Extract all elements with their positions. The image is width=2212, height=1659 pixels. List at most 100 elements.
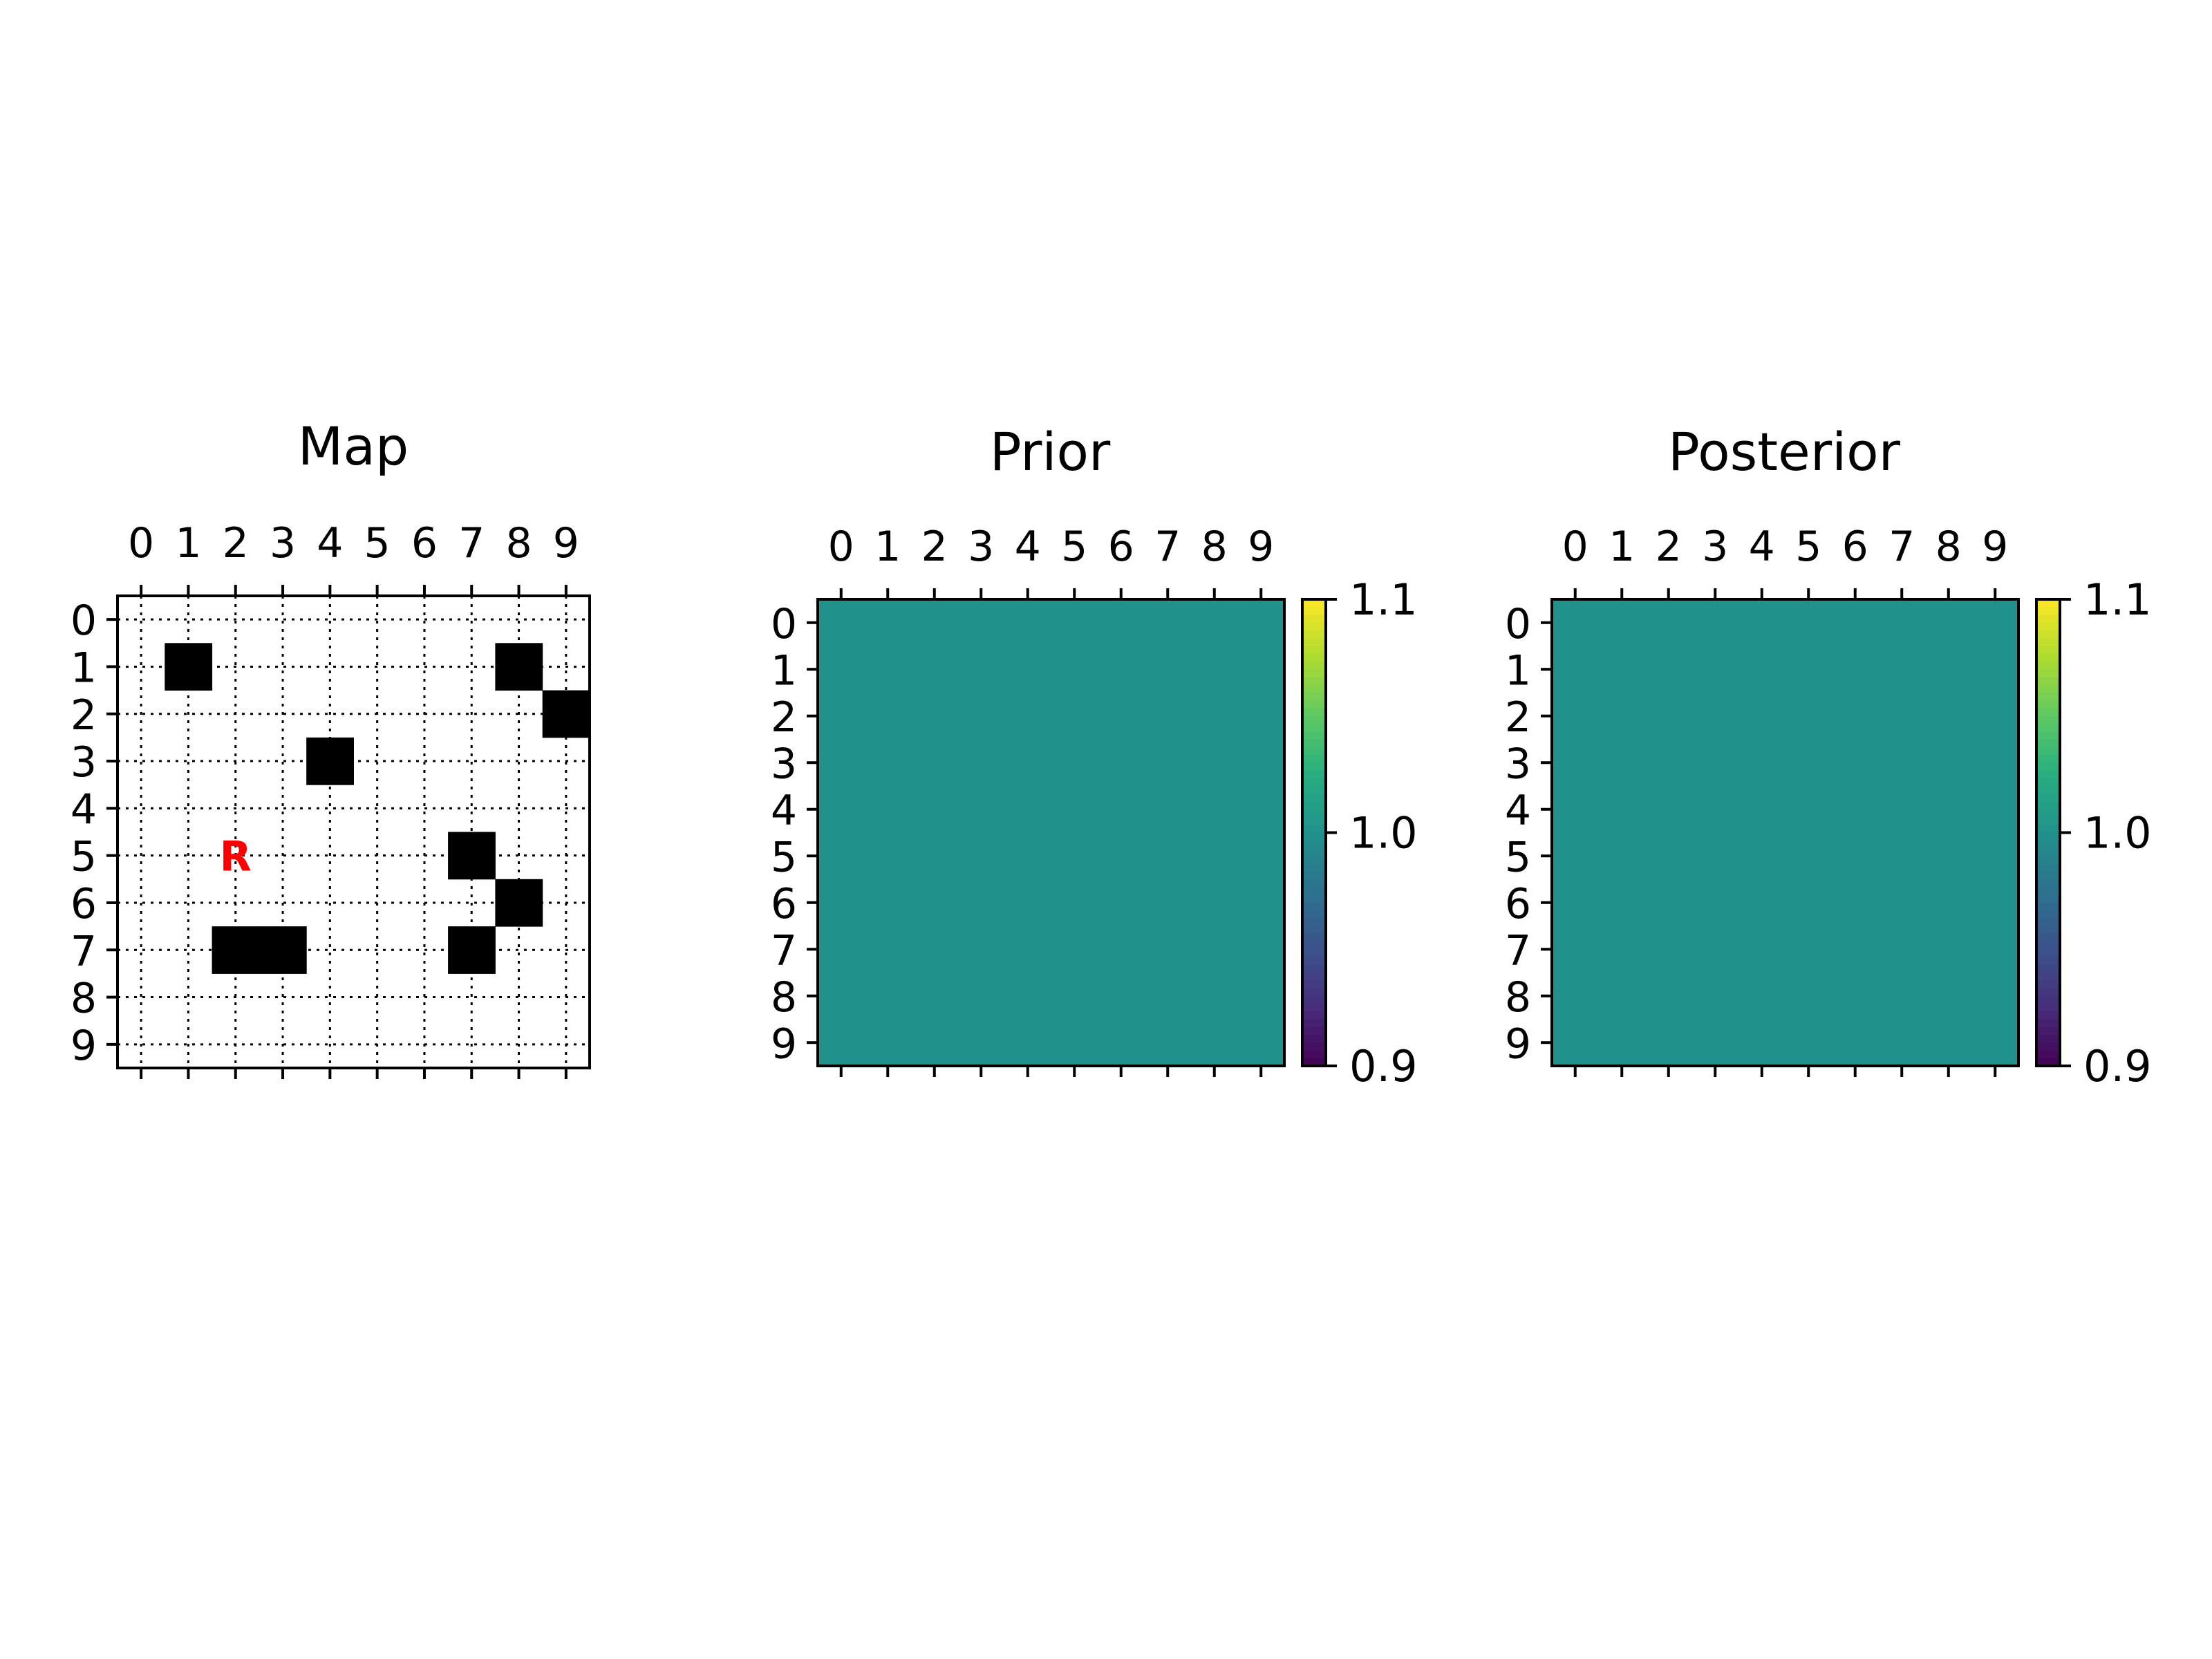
x-tick-label: 9	[1248, 523, 1274, 571]
map-cells	[165, 643, 590, 974]
heatmap-cell	[818, 693, 865, 740]
colorbar-segment	[1302, 848, 1326, 856]
colorbar-segment	[1302, 638, 1326, 647]
heatmap-cell	[1878, 599, 1926, 647]
colorbar-segment	[1302, 1035, 1326, 1043]
heatmap-cell	[1738, 926, 1786, 973]
heatmap-cell	[911, 832, 959, 880]
y-tick-label: 3	[1505, 740, 1531, 788]
colorbar-segment	[2036, 794, 2060, 803]
colorbar-segment	[2036, 1035, 2060, 1043]
heatmap-cell	[1552, 926, 1600, 973]
y-tick-label: 7	[1505, 926, 1531, 975]
heatmap-cell	[1144, 739, 1192, 787]
colorbar-segment	[1302, 622, 1326, 631]
x-tick-label: 8	[505, 519, 532, 568]
colorbar-segment	[2036, 926, 2060, 935]
heatmap-cell	[1051, 646, 1098, 693]
heatmap-cell	[957, 973, 1005, 1020]
heatmap-cell	[1552, 693, 1600, 740]
heatmap-cell	[1971, 786, 2019, 834]
heatmap-cell	[957, 879, 1005, 927]
colorbar-segment	[2036, 894, 2060, 903]
heatmap-cell	[957, 1019, 1005, 1067]
y-tick-label: 6	[771, 880, 797, 928]
prior-heatmap	[818, 599, 1285, 1067]
x-tick-label: 7	[458, 519, 485, 568]
heatmap-cell	[1098, 973, 1145, 1020]
y-tick-label: 4	[71, 785, 97, 834]
heatmap-cell	[1144, 926, 1192, 973]
colorbar-segment	[1302, 863, 1326, 872]
x-tick-label: 9	[553, 519, 579, 568]
heatmap-cell	[1051, 926, 1098, 973]
heatmap-cell	[1925, 739, 1973, 787]
y-tick-label: 8	[1505, 973, 1531, 1022]
posterior-frame	[1550, 598, 2020, 1067]
heatmap-cell	[1738, 646, 1786, 693]
heatmap-cell	[1598, 646, 1646, 693]
heatmap-cell	[1191, 599, 1239, 647]
colorbar-segment	[2036, 973, 2060, 981]
heatmap-cell	[1691, 693, 1739, 740]
prior-title: Prior	[990, 421, 1111, 482]
heatmap-cell	[1552, 879, 1600, 927]
colorbar-segment	[2036, 910, 2060, 919]
heatmap-cell	[911, 646, 959, 693]
colorbar-segment	[2036, 871, 2060, 880]
colorbar-segment	[2036, 724, 2060, 732]
heatmap-cell	[1051, 739, 1098, 787]
heatmap-cell	[1144, 973, 1192, 1020]
x-tick-label: 0	[1562, 523, 1588, 571]
heatmap-cell	[1004, 879, 1052, 927]
x-tick-label: 5	[364, 519, 391, 568]
obstacle-cell	[306, 737, 354, 785]
heatmap-cell	[1191, 879, 1239, 927]
heatmap-cell	[1552, 786, 1600, 834]
heatmap-cell	[1144, 786, 1192, 834]
colorbar-segment	[1302, 653, 1326, 662]
colorbar-segment	[1302, 856, 1326, 865]
heatmap-cell	[1878, 973, 1926, 1020]
colorbar-segment	[2036, 856, 2060, 865]
obstacle-cell	[259, 926, 307, 974]
heatmap-cell	[1552, 973, 1600, 1020]
colorbar-segment	[1302, 778, 1326, 787]
colorbar-segment	[1302, 1058, 1326, 1067]
heatmap-cell	[864, 973, 912, 1020]
heatmap-cell	[1691, 1019, 1739, 1067]
heatmap-cell	[818, 832, 865, 880]
colorbar-segment	[2036, 941, 2060, 950]
heatmap-cell	[1051, 973, 1098, 1020]
obstacle-cell	[495, 879, 543, 927]
heatmap-cell	[1691, 879, 1739, 927]
heatmap-cell	[911, 786, 959, 834]
x-tick-label: 5	[1061, 523, 1087, 571]
heatmap-cell	[1738, 1019, 1786, 1067]
heatmap-cell	[1785, 832, 1833, 880]
heatmap-cell	[1832, 926, 1880, 973]
colorbar-segment	[1302, 755, 1326, 763]
robot-marker: R	[220, 833, 252, 881]
heatmap-cell	[1004, 1019, 1052, 1067]
heatmap-cell	[1598, 832, 1646, 880]
heatmap-cell	[1878, 832, 1926, 880]
y-tick-label: 8	[71, 975, 97, 1023]
y-tick-label: 3	[771, 740, 797, 788]
heatmap-cell	[1785, 926, 1833, 973]
colorbar-segment	[2036, 957, 2060, 966]
heatmap-cell	[1645, 926, 1693, 973]
heatmap-cell	[1237, 739, 1285, 787]
heatmap-cell	[1645, 693, 1693, 740]
heatmap-cell	[1645, 739, 1693, 787]
colorbar-segment	[1302, 794, 1326, 803]
heatmap-cell	[1785, 599, 1833, 647]
heatmap-cell	[1598, 599, 1646, 647]
x-tick-label: 3	[968, 523, 994, 571]
x-tick-label: 5	[1795, 523, 1821, 571]
heatmap-cell	[1598, 693, 1646, 740]
x-tick-label: 7	[1888, 523, 1915, 571]
y-tick-label: 8	[771, 973, 797, 1022]
colorbar-segment	[2036, 638, 2060, 647]
heatmap-cell	[1098, 1019, 1145, 1067]
